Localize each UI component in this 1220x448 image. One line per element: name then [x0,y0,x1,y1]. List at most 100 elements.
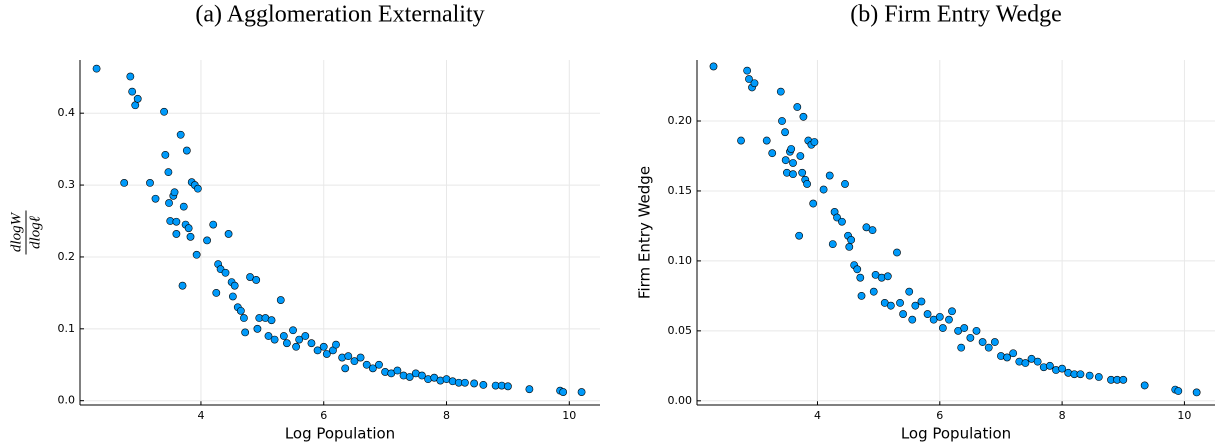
point [781,156,790,165]
point [1009,349,1018,358]
point [853,265,862,274]
point [133,94,142,103]
point [241,328,250,337]
point [745,75,753,83]
point [170,188,179,197]
point [504,382,512,391]
point [264,332,273,340]
point [883,272,892,281]
y-tick-label: 0.4 [58,106,76,119]
point [240,314,248,322]
point [1076,370,1085,379]
point [762,136,771,145]
y-label-denominator: dlogℓ [27,216,43,249]
point [120,179,129,187]
point [845,243,854,251]
y-tick-label: 0.2 [58,250,76,263]
point [911,301,920,310]
x-tick-label: 10 [562,409,576,422]
point [161,150,170,159]
point [893,248,901,257]
y-axis-label: Firm Entry Wedge [636,166,654,299]
point [295,335,304,344]
chart-title: (a) Agglomeration Externality [195,2,484,28]
point [375,360,383,369]
point [795,231,804,240]
point [224,230,233,238]
point [292,342,301,351]
point [896,298,904,307]
point [1085,371,1094,380]
point [479,380,488,389]
point [1003,353,1011,362]
point [796,152,805,160]
point [322,350,331,358]
point [192,250,201,259]
point [332,340,340,349]
point [810,138,819,146]
point [418,371,426,380]
point [461,378,469,387]
y-tick-label: 0.10 [668,254,693,267]
point [179,202,188,211]
point [186,232,195,241]
y-axis-label: dlogW dlogℓ [8,210,43,255]
point [833,213,841,222]
point [966,333,975,342]
y-tick-label: 0.1 [58,322,76,335]
point [313,346,322,355]
point [908,315,917,324]
point [781,128,789,137]
x-tick-label: 4 [197,409,204,422]
y-label-numerator: dlogW [8,211,24,252]
point [938,324,947,332]
point [886,301,895,310]
point [869,287,878,296]
point [253,324,262,333]
point [1045,361,1054,370]
point [230,281,239,290]
point [803,180,811,188]
chart-title: (b) Firm Entry Wedge [850,2,1062,28]
point [341,364,350,373]
point [972,326,981,335]
point [789,170,797,179]
point [899,310,907,318]
point [393,366,402,375]
x-tick-label: 10 [1177,409,1191,422]
point [923,310,932,318]
y-tick-label: 0.3 [58,178,76,191]
point [743,66,752,75]
panel: (a) Agglomeration Externality 4 6 8 10 0.0 0.1… [8,2,600,443]
point [1033,357,1042,366]
point [960,324,969,332]
point [841,180,849,188]
point [798,168,807,177]
point [356,353,365,362]
point [160,107,169,116]
point [838,217,846,226]
point [126,72,135,81]
point [209,220,218,229]
point [279,332,288,340]
x-axis-label: Log Population [901,425,1011,443]
point [948,307,956,316]
point [252,276,261,284]
point [957,343,966,352]
x-tick-label: 8 [1059,409,1066,422]
point [709,62,718,71]
x-axis-label: Log Population [285,425,395,443]
point [212,288,221,297]
point [945,315,953,324]
point [146,179,154,187]
y-tick-label: 0.05 [668,324,693,337]
y-tick-label: 0.0 [58,394,76,407]
point [307,339,316,348]
point [1094,373,1103,381]
y-tick-label: 0.00 [668,394,693,407]
point [1192,388,1201,397]
point [768,149,777,158]
point [905,287,914,296]
point [368,364,377,373]
